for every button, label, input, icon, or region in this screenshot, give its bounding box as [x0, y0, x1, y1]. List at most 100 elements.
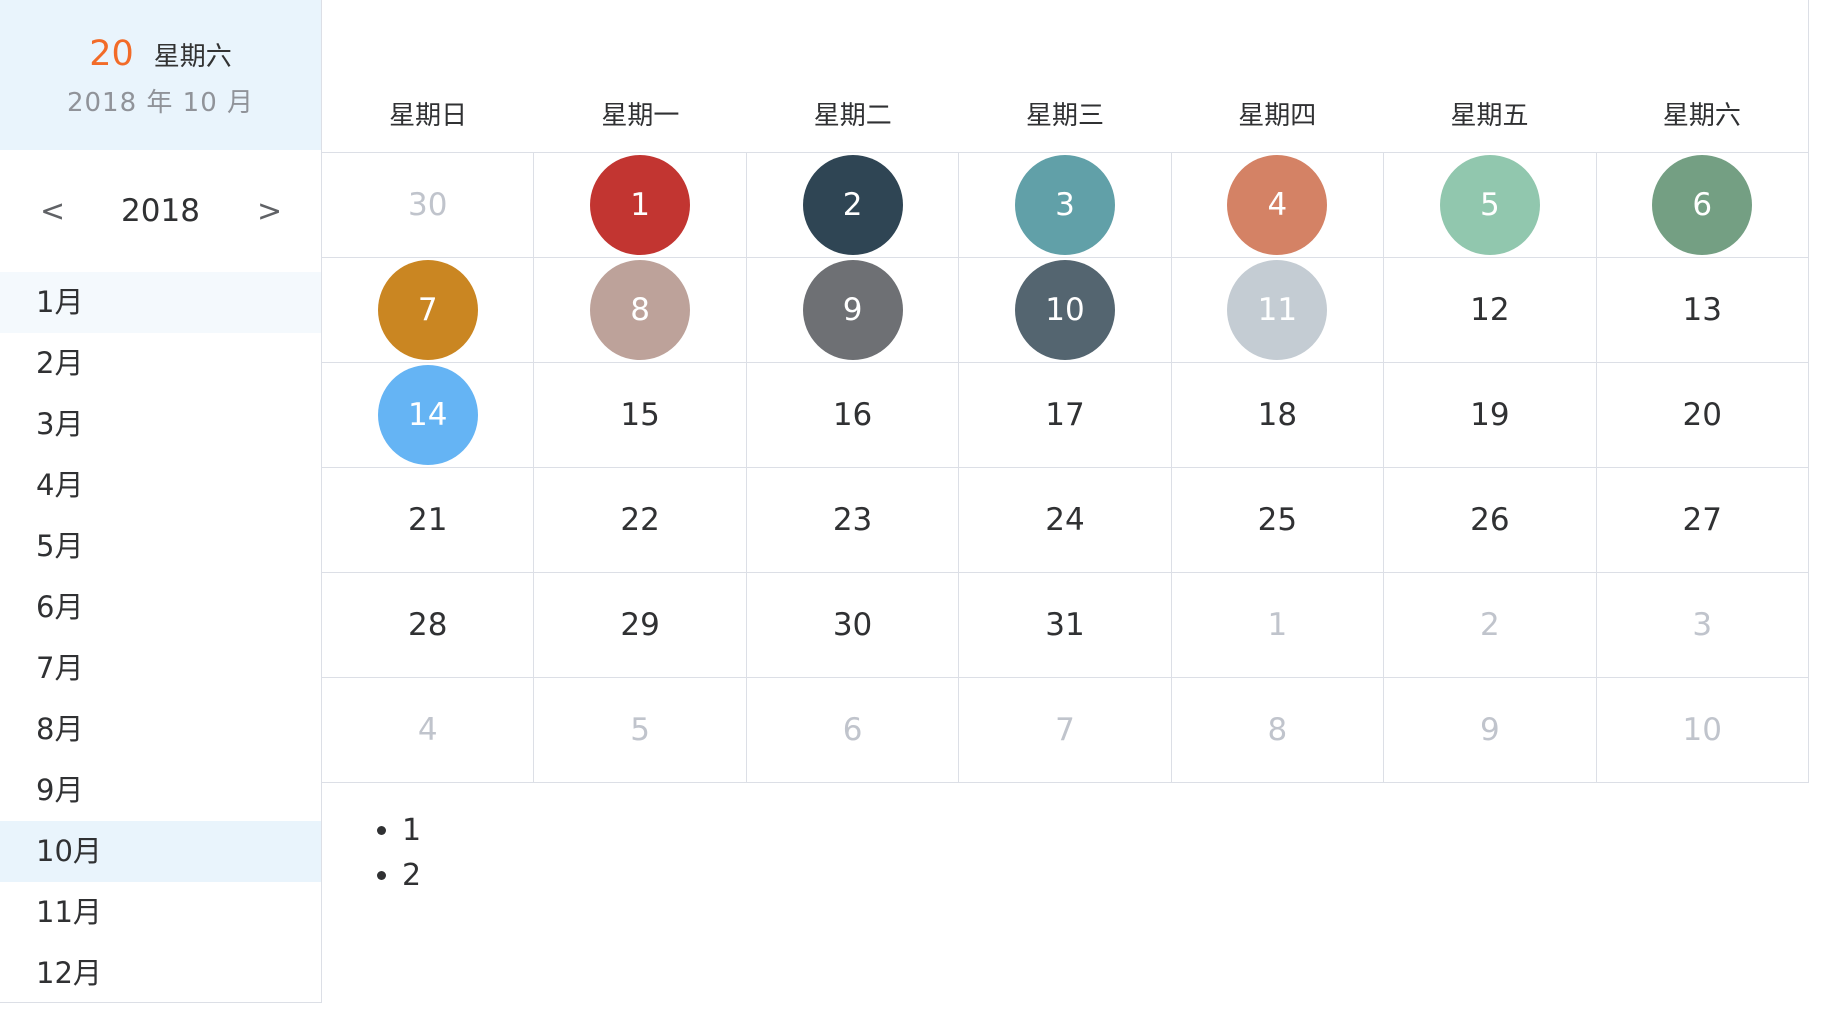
today-day: 20 — [89, 34, 134, 74]
weekday-label: 星期六 — [1662, 101, 1741, 131]
weekday-label: 星期三 — [1025, 101, 1104, 131]
year-label: 2018 — [121, 193, 200, 229]
month-item[interactable]: 11月 — [36, 895, 102, 929]
day-number: 2 — [842, 187, 863, 223]
day-cell[interactable]: 14 — [322, 363, 535, 467]
weekday-header: 星期日 星期一 星期二 星期三 星期四 星期五 星期六 — [322, 0, 1808, 152]
day-number: 9 — [1479, 712, 1500, 748]
day-cell[interactable]: 1 — [1172, 573, 1385, 677]
day-cell[interactable]: 10 — [1597, 678, 1808, 782]
day-cell[interactable]: 3 — [959, 153, 1172, 257]
month-item[interactable]: 8月 — [36, 712, 84, 746]
day-number: 3 — [1692, 607, 1713, 643]
day-number: 10 — [1045, 292, 1085, 328]
day-cell[interactable]: 18 — [1172, 363, 1385, 467]
day-number: 9 — [842, 292, 863, 328]
day-cell[interactable]: 28 — [322, 573, 535, 677]
week-row: 30 1 2 3 4 5 6 — [322, 153, 1808, 258]
day-cell[interactable]: 8 — [534, 258, 747, 362]
day-cell[interactable]: 21 — [322, 468, 535, 572]
day-number: 20 — [1682, 397, 1722, 433]
day-cell[interactable]: 4 — [1172, 153, 1385, 257]
month-item[interactable]: 2月 — [36, 346, 84, 380]
day-number: 6 — [842, 712, 863, 748]
day-cell[interactable]: 2 — [1384, 573, 1597, 677]
day-marker-circle — [1014, 260, 1115, 360]
day-cell[interactable]: 10 — [959, 258, 1172, 362]
day-number: 24 — [1045, 502, 1085, 538]
day-cell[interactable]: 20 — [1597, 363, 1808, 467]
day-cell[interactable]: 11 — [1172, 258, 1385, 362]
day-number: 2 — [1479, 607, 1500, 643]
day-cell[interactable]: 7 — [959, 678, 1172, 782]
day-cell[interactable]: 31 — [959, 573, 1172, 677]
next-year-button[interactable]: > — [257, 193, 283, 229]
day-number: 4 — [1267, 187, 1288, 223]
day-marker-circle — [802, 155, 903, 255]
day-cell[interactable]: 5 — [534, 678, 747, 782]
day-cell[interactable]: 25 — [1172, 468, 1385, 572]
month-item[interactable]: 3月 — [36, 407, 84, 441]
day-cell[interactable]: 6 — [1597, 153, 1808, 257]
day-cell[interactable]: 22 — [534, 468, 747, 572]
day-cell[interactable]: 23 — [747, 468, 960, 572]
week-row: 28 29 30 31 1 2 3 — [322, 573, 1808, 678]
day-cell[interactable]: 7 — [322, 258, 535, 362]
day-number: 29 — [620, 607, 660, 643]
week-row: 21 22 23 24 25 26 27 — [322, 468, 1808, 573]
day-cell[interactable]: 9 — [747, 258, 960, 362]
month-item[interactable]: 7月 — [36, 651, 84, 685]
day-cell[interactable]: 9 — [1384, 678, 1597, 782]
day-cell[interactable]: 30 — [322, 153, 535, 257]
day-cell[interactable]: 6 — [747, 678, 960, 782]
month-item[interactable]: 12月 — [36, 956, 102, 990]
day-marker-circle — [590, 260, 691, 360]
day-number: 12 — [1470, 292, 1510, 328]
weekday-label: 星期四 — [1238, 101, 1317, 131]
month-item[interactable]: 6月 — [36, 590, 84, 624]
day-number: 8 — [1267, 712, 1288, 748]
day-cell[interactable]: 4 — [322, 678, 535, 782]
month-item[interactable]: 5月 — [36, 529, 84, 563]
month-item[interactable]: 10月 — [0, 821, 321, 882]
day-cell[interactable]: 3 — [1597, 573, 1808, 677]
day-cell[interactable]: 30 — [747, 573, 960, 677]
month-item[interactable]: 4月 — [36, 468, 84, 502]
day-cell[interactable]: 15 — [534, 363, 747, 467]
day-cell[interactable]: 13 — [1597, 258, 1808, 362]
day-cell[interactable]: 1 — [534, 153, 747, 257]
weekday-label: 星期日 — [389, 101, 468, 131]
day-number: 26 — [1470, 502, 1510, 538]
day-cell[interactable]: 27 — [1597, 468, 1808, 572]
notes-list: 12 — [322, 808, 421, 898]
day-cell[interactable]: 16 — [747, 363, 960, 467]
day-cell[interactable]: 5 — [1384, 153, 1597, 257]
day-marker-circle — [1227, 260, 1328, 360]
day-number: 7 — [1055, 712, 1075, 748]
prev-year-button[interactable]: < — [40, 193, 66, 229]
day-number: 3 — [1055, 187, 1075, 223]
day-cell[interactable]: 12 — [1384, 258, 1597, 362]
month-item[interactable]: 9月 — [36, 773, 84, 807]
day-marker-circle — [1652, 155, 1753, 255]
day-cell[interactable]: 26 — [1384, 468, 1597, 572]
weekday-label: 星期一 — [601, 101, 680, 131]
day-cell[interactable]: 29 — [534, 573, 747, 677]
day-number: 17 — [1045, 397, 1085, 433]
year-navigator: < 2018 > — [0, 150, 321, 272]
day-number: 16 — [832, 397, 873, 433]
day-cell[interactable]: 24 — [959, 468, 1172, 572]
day-cell[interactable]: 17 — [959, 363, 1172, 467]
day-cell[interactable]: 2 — [747, 153, 960, 257]
month-item[interactable]: 1月 — [0, 272, 321, 333]
day-number: 5 — [630, 712, 650, 748]
day-number: 10 — [1682, 712, 1722, 748]
day-number: 5 — [1479, 187, 1500, 223]
day-number: 22 — [620, 502, 660, 538]
day-marker-circle — [1014, 155, 1115, 255]
day-cell[interactable]: 19 — [1384, 363, 1597, 467]
day-cell[interactable]: 8 — [1172, 678, 1385, 782]
week-row: 14 15 16 17 18 19 20 — [322, 363, 1808, 468]
day-number: 21 — [407, 502, 448, 538]
month-sidebar: 20 星期六 2018 年 10 月 < 2018 > 1月 2月 3月 4月 5月 6月… — [0, 0, 322, 1003]
